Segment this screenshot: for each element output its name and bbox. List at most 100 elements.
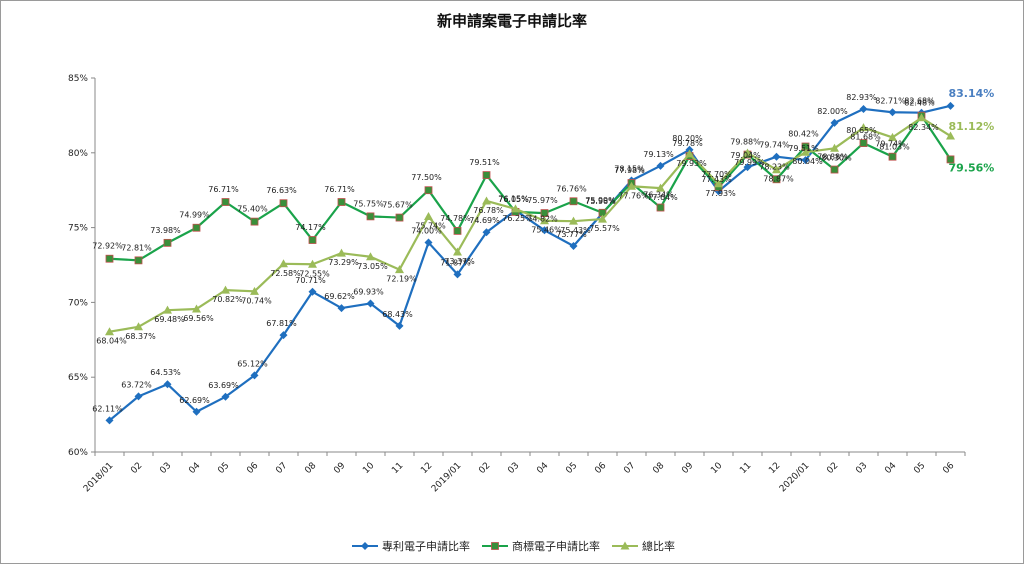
data-point — [570, 198, 577, 205]
data-point — [309, 237, 316, 244]
data-label: 64.53% — [150, 368, 181, 377]
data-label: 68.37% — [125, 332, 156, 341]
data-label: 67.81% — [266, 319, 297, 328]
data-point — [193, 224, 200, 231]
data-label: 74.17% — [295, 223, 326, 232]
legend-item: 總比率 — [612, 539, 675, 553]
x-tick-label: 08 — [303, 461, 318, 476]
data-label: 72.19% — [386, 275, 417, 284]
data-label: 73.98% — [150, 226, 181, 235]
x-tick-label: 07 — [274, 461, 289, 476]
data-point — [889, 153, 896, 160]
data-label: 76.71% — [324, 185, 355, 194]
x-tick-label: 10 — [709, 461, 724, 476]
data-label: 79.78% — [672, 139, 703, 148]
data-label: 80.30% — [821, 153, 852, 162]
data-label: 77.76% — [618, 191, 649, 200]
legend-label: 專利電子申請比率 — [382, 539, 470, 553]
data-point — [482, 196, 491, 204]
data-label: 79.74% — [759, 141, 790, 150]
legend-marker — [361, 542, 369, 550]
x-tick-label: 07 — [622, 461, 637, 476]
axes: 60%65%70%75%80%85%2018/01020304050607080… — [68, 74, 965, 494]
data-label: 76.63% — [266, 186, 297, 195]
x-tick-label: 05 — [216, 461, 231, 476]
data-label: 75.99% — [585, 196, 616, 205]
data-point — [831, 166, 838, 173]
data-point — [106, 255, 113, 262]
data-label: 68.04% — [96, 337, 127, 346]
data-point — [483, 172, 490, 179]
data-label: 81.68% — [850, 133, 881, 142]
x-tick-label: 04 — [535, 461, 550, 476]
data-label: 75.43% — [560, 226, 591, 235]
x-tick-label: 06 — [593, 461, 608, 476]
x-tick-label: 02 — [825, 461, 840, 476]
x-tick-label: 05 — [912, 461, 927, 476]
data-label: 77.70% — [701, 170, 732, 179]
data-label: 77.64% — [647, 193, 678, 202]
x-tick-label: 06 — [941, 461, 956, 476]
x-tick-label: 2019/01 — [430, 461, 464, 495]
data-label: 65.12% — [237, 359, 268, 368]
data-label: 79.13% — [643, 150, 674, 159]
data-label: 68.43% — [382, 310, 413, 319]
data-label: 76.71% — [208, 185, 239, 194]
x-tick-label: 06 — [245, 461, 260, 476]
data-label: 75.97% — [527, 196, 558, 205]
y-tick-label: 80% — [68, 149, 88, 159]
data-labels: 62.11%63.72%64.53%62.69%63.69%65.12%67.8… — [92, 87, 994, 414]
data-label: 82.34% — [908, 123, 939, 132]
x-tick-label: 09 — [680, 461, 695, 476]
data-point — [657, 204, 664, 211]
data-point — [424, 212, 433, 220]
data-label: 75.57% — [589, 224, 620, 233]
data-label: 70.82% — [212, 295, 243, 304]
data-point — [251, 218, 258, 225]
y-tick-label: 60% — [68, 448, 88, 458]
data-label: 74.69% — [469, 216, 500, 225]
series-end-label: 79.56% — [949, 161, 995, 174]
data-label: 72.58% — [270, 269, 301, 278]
data-label: 75.46% — [531, 226, 562, 235]
series-end-label: 83.14% — [949, 87, 995, 100]
data-label: 69.93% — [353, 287, 384, 296]
series-end-label: 81.12% — [949, 120, 995, 133]
data-label: 76.05% — [498, 195, 529, 204]
data-label: 80.42% — [788, 130, 819, 139]
data-label: 77.98% — [614, 166, 645, 175]
data-label: 62.69% — [179, 396, 210, 405]
data-point — [135, 257, 142, 264]
legend-item: 商標電子申請比率 — [482, 539, 600, 553]
data-point — [773, 153, 781, 161]
data-label: 75.40% — [237, 205, 268, 214]
legend: 專利電子申請比率 商標電子申請比率總比率 — [352, 539, 675, 553]
x-tick-label: 2018/01 — [82, 461, 116, 495]
legend-label: 商標電子申請比率 — [512, 539, 600, 553]
data-label: 82.48% — [904, 99, 935, 108]
data-label: 75.67% — [382, 201, 413, 210]
data-point — [947, 102, 955, 110]
x-tick-label: 03 — [854, 461, 869, 476]
data-label: 70.74% — [241, 296, 272, 305]
legend-marker — [492, 543, 499, 550]
x-tick-label: 02 — [129, 461, 144, 476]
data-label: 79.93% — [676, 159, 707, 168]
x-tick-label: 04 — [187, 461, 202, 476]
data-label: 76.78% — [473, 206, 504, 215]
x-tick-label: 05 — [564, 461, 579, 476]
data-label: 79.51% — [788, 144, 819, 153]
data-label: 78.87% — [763, 175, 794, 184]
data-label: 80.04% — [792, 157, 823, 166]
data-point — [164, 239, 171, 246]
data-label: 82.93% — [846, 93, 877, 102]
data-point — [222, 199, 229, 206]
data-point — [425, 187, 432, 194]
y-tick-label: 65% — [68, 373, 88, 383]
x-tick-label: 09 — [332, 461, 347, 476]
data-label: 79.88% — [730, 138, 761, 147]
data-label: 75.74% — [415, 222, 446, 231]
data-label: 72.92% — [92, 242, 123, 251]
chart: 新申請案電子申請比率 60%65%70%75%80%85%2018/010203… — [0, 0, 1024, 564]
data-point — [338, 199, 345, 206]
